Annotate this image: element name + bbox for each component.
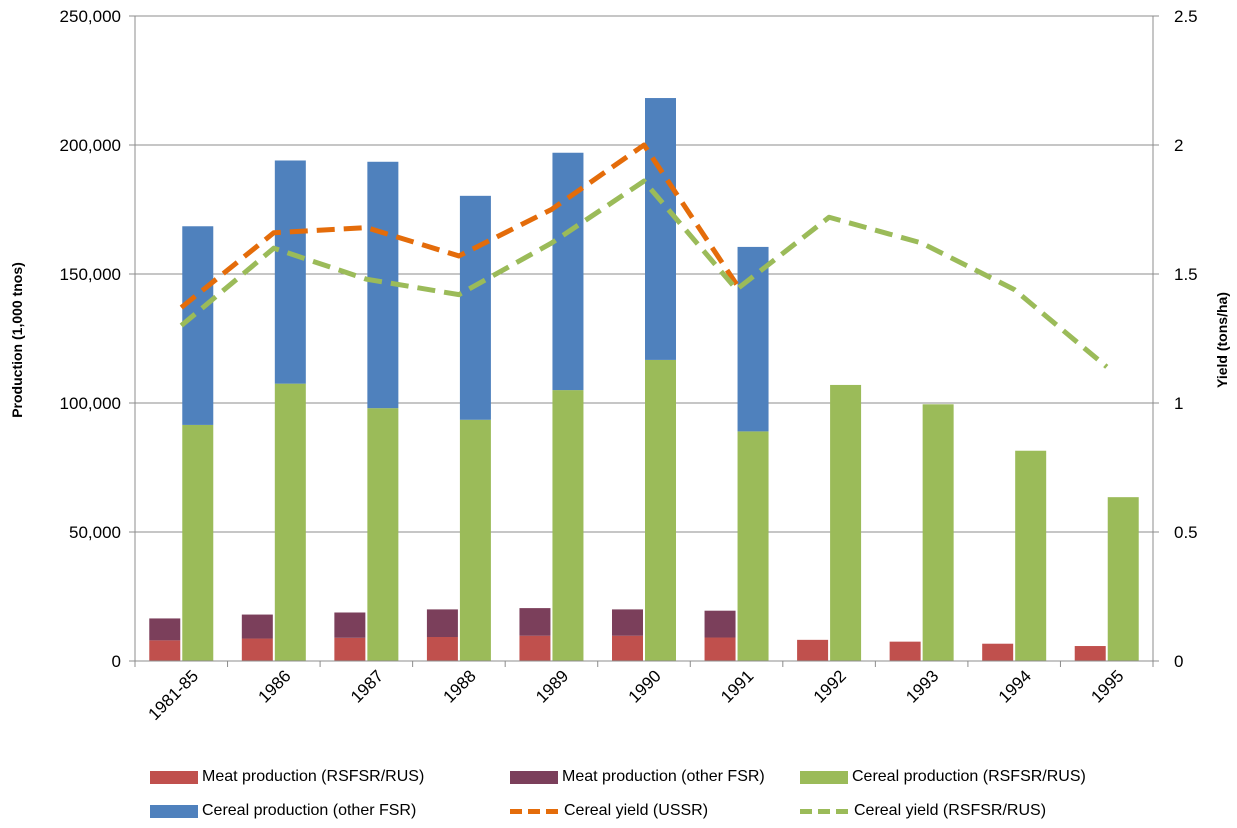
bar-meat-production-rsfsr-rus bbox=[612, 635, 643, 661]
bar-cereal-production-rsfsr-rus bbox=[922, 404, 954, 661]
bar-meat-production-rsfsr-rus bbox=[797, 639, 829, 661]
bar-cereal-production-rsfsr-rus bbox=[737, 431, 769, 661]
bar-meat-production-rsfsr-rus bbox=[519, 635, 551, 661]
left-tick-label: 200,000 bbox=[60, 136, 121, 155]
line-cereal-yield-rsfsr-rus bbox=[179, 178, 1109, 369]
bar-cereal-production-rsfsr-rus bbox=[1107, 497, 1139, 661]
legend-row: Cereal production (other FSR) Cereal yie… bbox=[150, 794, 1150, 828]
yield-lines bbox=[179, 142, 1109, 369]
right-tick-label: 0.5 bbox=[1174, 523, 1198, 542]
legend-item-meat-other: Meat production (other FSR) bbox=[510, 768, 800, 786]
bar-cereal-production-other-fsr bbox=[645, 98, 676, 360]
bar-cereal-production-rsfsr-rus bbox=[274, 383, 306, 661]
category-label: 1988 bbox=[440, 666, 480, 706]
category-label: 1990 bbox=[625, 666, 665, 706]
bar-meat-production-other-fsr bbox=[426, 609, 458, 638]
legend-item-meat-rsfsr: Meat production (RSFSR/RUS) bbox=[150, 768, 510, 786]
left-tick-label: 100,000 bbox=[60, 394, 121, 413]
line-cereal-yield-ussr bbox=[179, 142, 739, 310]
legend-item-yield-rsfsr: Cereal yield (RSFSR/RUS) bbox=[800, 802, 1130, 820]
bar-meat-production-other-fsr bbox=[241, 614, 273, 639]
legend-swatch-cereal-rsfsr bbox=[800, 770, 848, 784]
bar-cereal-production-rsfsr-rus bbox=[182, 424, 214, 661]
legend: Meat production (RSFSR/RUS) Meat product… bbox=[150, 760, 1150, 828]
right-tick-label: 1.5 bbox=[1174, 265, 1198, 284]
category-label: 1991 bbox=[717, 666, 757, 706]
category-label: 1995 bbox=[1087, 666, 1127, 706]
legend-label: Cereal production (RSFSR/RUS) bbox=[852, 768, 1086, 785]
bar-cereal-production-other-fsr bbox=[274, 160, 306, 384]
bar-meat-production-rsfsr-rus bbox=[334, 637, 366, 661]
bar-cereal-production-rsfsr-rus bbox=[1015, 450, 1047, 661]
bar-cereal-production-rsfsr-rus bbox=[459, 419, 491, 661]
bar-cereal-production-rsfsr-rus bbox=[645, 359, 676, 661]
category-label: 1992 bbox=[810, 666, 850, 706]
category-label: 1993 bbox=[902, 666, 942, 706]
right-tick-label: 2.5 bbox=[1174, 7, 1198, 26]
legend-swatch-meat-other bbox=[510, 770, 558, 784]
legend-row: Meat production (RSFSR/RUS) Meat product… bbox=[150, 760, 1150, 794]
legend-swatch-meat-rsfsr bbox=[150, 770, 198, 784]
left-tick-label: 150,000 bbox=[60, 265, 121, 284]
category-label: 1994 bbox=[995, 666, 1035, 706]
bar-cereal-production-other-fsr bbox=[737, 246, 769, 432]
category-label: 1986 bbox=[254, 666, 294, 706]
bar-meat-production-other-fsr bbox=[704, 610, 736, 638]
legend-label: Cereal production (other FSR) bbox=[202, 802, 417, 819]
right-axis-title: Yield (tons/ha) bbox=[1214, 292, 1230, 388]
right-tick-label: 1 bbox=[1174, 394, 1183, 413]
bar-meat-production-other-fsr bbox=[149, 618, 181, 641]
bars bbox=[149, 98, 1139, 661]
bar-cereal-production-rsfsr-rus bbox=[830, 384, 862, 661]
legend-item-cereal-rsfsr: Cereal production (RSFSR/RUS) bbox=[800, 768, 1130, 786]
left-axis-title: Production (1,000 tnos) bbox=[9, 262, 25, 418]
bar-cereal-production-other-fsr bbox=[182, 226, 214, 425]
right-tick-label: 2 bbox=[1174, 136, 1183, 155]
bar-meat-production-rsfsr-rus bbox=[704, 637, 736, 661]
right-tick-label: 0 bbox=[1174, 652, 1183, 671]
bar-meat-production-rsfsr-rus bbox=[1074, 646, 1106, 661]
bar-meat-production-rsfsr-rus bbox=[241, 638, 273, 661]
bar-meat-production-other-fsr bbox=[334, 612, 366, 638]
category-label: 1989 bbox=[532, 666, 572, 706]
category-label: 1987 bbox=[347, 666, 387, 706]
left-tick-label: 0 bbox=[112, 652, 121, 671]
legend-item-yield-ussr: Cereal yield (USSR) bbox=[510, 802, 800, 820]
category-label: 1981-85 bbox=[145, 666, 203, 724]
bar-meat-production-rsfsr-rus bbox=[149, 640, 181, 661]
legend-label: Meat production (RSFSR/RUS) bbox=[202, 768, 425, 785]
bar-cereal-production-rsfsr-rus bbox=[552, 390, 584, 661]
legend-label: Cereal yield (RSFSR/RUS) bbox=[854, 802, 1047, 819]
legend-label: Cereal yield (USSR) bbox=[564, 802, 709, 819]
bar-meat-production-rsfsr-rus bbox=[982, 643, 1014, 661]
bar-meat-production-other-fsr bbox=[612, 609, 643, 636]
bar-meat-production-other-fsr bbox=[519, 608, 551, 636]
legend-swatch-yield-ussr bbox=[510, 808, 558, 814]
legend-swatch-cereal-other bbox=[150, 804, 198, 818]
legend-item-cereal-other: Cereal production (other FSR) bbox=[150, 802, 510, 820]
bar-meat-production-rsfsr-rus bbox=[426, 637, 458, 661]
bar-meat-production-rsfsr-rus bbox=[889, 641, 921, 661]
left-tick-label: 50,000 bbox=[69, 523, 121, 542]
legend-swatch-yield-rsfsr bbox=[800, 808, 848, 814]
bar-cereal-production-other-fsr bbox=[459, 195, 491, 420]
bar-cereal-production-rsfsr-rus bbox=[367, 408, 399, 661]
left-tick-label: 250,000 bbox=[60, 7, 121, 26]
legend-label: Meat production (other FSR) bbox=[562, 768, 765, 785]
